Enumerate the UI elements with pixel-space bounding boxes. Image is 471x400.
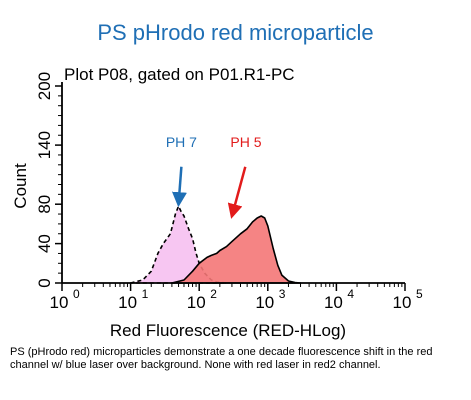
- x-tick-label: 10: [324, 293, 343, 312]
- annotation-ph-7-arrow: [171, 166, 187, 208]
- chart-title: Plot P08, gated on P01.R1-PC: [64, 65, 295, 84]
- y-axis-label: Count: [11, 163, 30, 209]
- series-ph-5-area: [171, 215, 302, 284]
- x-tick-label: 10: [118, 293, 137, 312]
- figure-caption: PS (pHrodo red) microparticles demonstra…: [10, 346, 433, 371]
- x-tick-exponent: 0: [73, 287, 80, 301]
- annotation-ph-7-label: PH 7: [166, 134, 197, 150]
- x-tick-exponent: 3: [279, 287, 286, 301]
- annotation-ph-5-arrow: [227, 166, 247, 219]
- x-tick-label: 10: [393, 293, 412, 312]
- x-tick-label: 10: [50, 293, 69, 312]
- page-title: PS pHrodo red microparticle: [97, 20, 374, 45]
- x-tick-label: 10: [255, 293, 274, 312]
- annotation-ph-5-label: PH 5: [230, 134, 261, 150]
- histogram-chart: Plot P08, gated on P01.R1-PC Count Red F…: [11, 65, 423, 340]
- x-tick-exponent: 1: [142, 287, 149, 301]
- y-tick-label: 40: [35, 234, 54, 253]
- y-tick-label: 0: [35, 278, 54, 287]
- x-tick-exponent: 2: [210, 287, 217, 301]
- x-tick-exponent: 5: [416, 287, 423, 301]
- y-tick-label: 200: [35, 72, 54, 100]
- x-axis-label: Red Fluorescence (RED-HLog): [110, 321, 346, 340]
- x-tick-exponent: 4: [347, 287, 354, 301]
- y-tick-label: 140: [35, 131, 54, 159]
- x-tick-label: 10: [187, 293, 206, 312]
- y-tick-label: 80: [35, 195, 54, 214]
